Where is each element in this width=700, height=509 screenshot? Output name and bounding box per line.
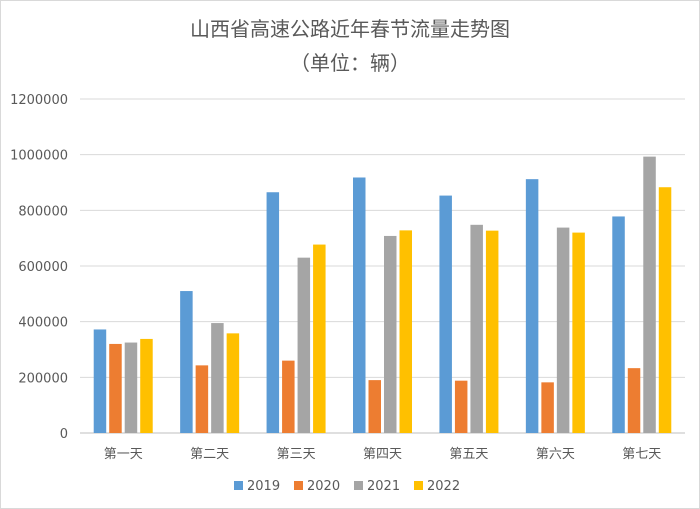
legend-swatch-2019 xyxy=(234,481,243,490)
bar-2019-4 xyxy=(353,177,366,433)
y-tick-label: 400000 xyxy=(18,316,68,331)
chart-subtitle: （单位：辆） xyxy=(290,51,410,75)
x-tick-label: 第二天 xyxy=(190,447,229,462)
y-tick-label: 600000 xyxy=(18,260,68,275)
legend-swatch-2022 xyxy=(414,481,423,490)
bar-2021-2 xyxy=(211,323,224,433)
bar-2022-2 xyxy=(226,333,240,433)
y-tick-label: 1000000 xyxy=(10,149,68,164)
bar-2019-1 xyxy=(93,329,107,433)
legend: 2019 2020 2021 2022 xyxy=(234,479,460,494)
chart-title: 山西省高速公路近年春节流量走势图 xyxy=(190,17,510,41)
legend-swatch-2020 xyxy=(294,481,303,490)
bar-2020-1 xyxy=(109,343,122,433)
bar-2022-5 xyxy=(485,230,499,433)
bar-2019-7 xyxy=(612,216,625,433)
bar-2022-4 xyxy=(399,230,412,433)
bar-2021-1 xyxy=(124,342,138,433)
bar-2021-6 xyxy=(556,227,570,433)
bar-2019-3 xyxy=(266,192,280,433)
bar-2019-5 xyxy=(439,195,452,433)
bar-2022-1 xyxy=(140,338,153,433)
bar-2020-4 xyxy=(368,380,381,433)
x-axis: 第一天 第二天 第三天 第四天 第五天 第六天 第七天 xyxy=(104,447,662,462)
bar-2020-2 xyxy=(195,365,209,433)
y-axis-ticks: 0 200000 400000 600000 800000 1000000 1200000 xyxy=(10,93,68,442)
gridlines xyxy=(80,98,685,434)
y-tick-label: 1200000 xyxy=(10,93,68,108)
legend-label: 2022 xyxy=(427,479,460,494)
x-tick-label: 第三天 xyxy=(277,447,316,462)
legend-label: 2020 xyxy=(307,479,340,494)
legend-label: 2019 xyxy=(247,479,280,494)
bar-2022-3 xyxy=(313,244,326,433)
x-tick-label: 第六天 xyxy=(536,447,575,462)
y-tick-label: 800000 xyxy=(18,204,68,219)
x-tick-label: 第七天 xyxy=(622,447,661,462)
bars xyxy=(93,156,672,434)
bar-2022-7 xyxy=(658,187,672,433)
x-tick-label: 第五天 xyxy=(449,447,488,462)
legend-label: 2021 xyxy=(367,479,400,494)
bar-2020-5 xyxy=(454,380,468,433)
legend-swatch-2021 xyxy=(354,481,363,490)
x-tick-label: 第四天 xyxy=(363,447,402,462)
bar-2019-6 xyxy=(525,179,539,433)
bar-2021-5 xyxy=(470,224,483,433)
y-tick-label: 0 xyxy=(60,427,68,442)
bar-2021-3 xyxy=(297,257,311,433)
bar-2020-6 xyxy=(541,382,554,433)
bar-2021-4 xyxy=(384,235,397,433)
bar-2021-7 xyxy=(643,156,656,434)
bar-2022-6 xyxy=(572,232,585,433)
x-tick-label: 第一天 xyxy=(104,447,143,462)
bar-2020-7 xyxy=(627,368,641,433)
bar-2020-3 xyxy=(282,360,295,433)
bar-2019-2 xyxy=(180,291,193,433)
y-tick-label: 200000 xyxy=(18,371,68,386)
